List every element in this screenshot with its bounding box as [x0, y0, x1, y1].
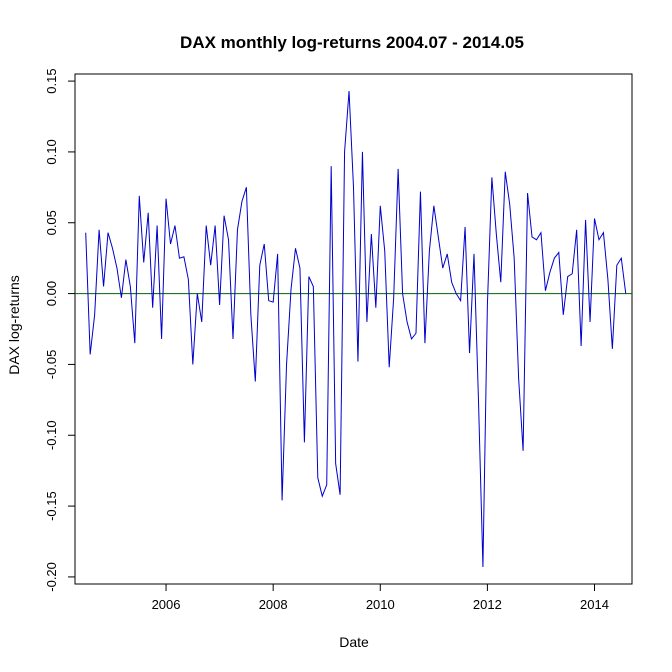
y-axis: -0.20 -0.15 -0.10 -0.05 0.00 0.05 0.10 0.15: [44, 68, 76, 592]
y-axis-label: DAX log-returns: [6, 275, 22, 375]
chart-title: DAX monthly log-returns 2004.07 - 2014.0…: [180, 33, 524, 52]
x-axis-label: Date: [339, 634, 369, 650]
y-tick-label: -0.15: [44, 491, 59, 521]
y-tick-label: 0.00: [44, 281, 59, 306]
dax-log-returns-line: [85, 90, 627, 568]
y-tick-label: 0.10: [44, 139, 59, 164]
x-tick-label: 2006: [152, 597, 181, 612]
x-tick-label: 2014: [580, 597, 609, 612]
x-tick-label: 2012: [473, 597, 502, 612]
y-tick-label: -0.05: [44, 350, 59, 380]
x-axis: 2006 2008 2010 2012 2014: [152, 583, 609, 612]
y-tick-label: -0.20: [44, 562, 59, 592]
y-tick-label: -0.10: [44, 420, 59, 450]
x-tick-label: 2010: [366, 597, 395, 612]
plot-area-frame: [74, 73, 633, 585]
x-tick-label: 2008: [259, 597, 288, 612]
y-tick-label: 0.15: [44, 68, 59, 93]
y-tick-label: 0.05: [44, 210, 59, 235]
